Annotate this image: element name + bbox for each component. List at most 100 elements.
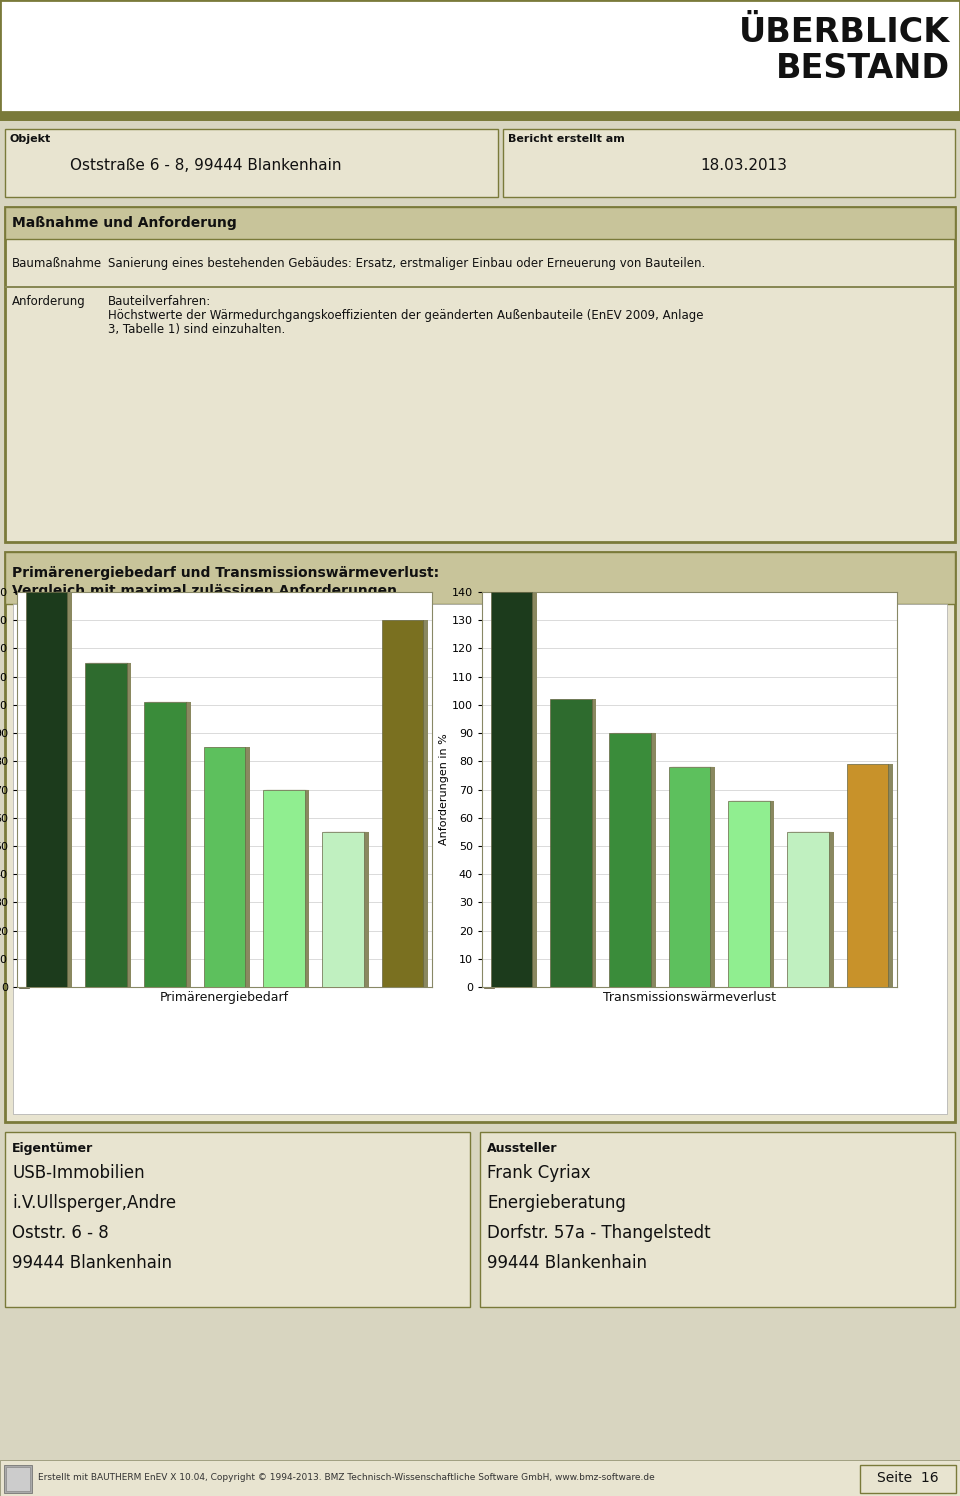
Bar — [0, 0, 960, 112]
Bar — [728, 800, 770, 987]
Bar — [669, 767, 710, 987]
Text: Dorfstr. 57a - Thangelstedt: Dorfstr. 57a - Thangelstedt — [487, 1224, 710, 1242]
Text: Frank Cyriax: Frank Cyriax — [487, 1164, 590, 1182]
Bar — [304, 790, 309, 987]
Bar — [591, 699, 596, 987]
Bar — [5, 552, 955, 1122]
Text: Baumaßnahme: Baumaßnahme — [12, 256, 102, 269]
Text: Primärenergiebedarf: Primärenergiebedarf — [160, 990, 289, 1004]
Text: Bericht erstellt am: Bericht erstellt am — [508, 135, 625, 144]
Text: Transmissionswärmeverlust: Transmissionswärmeverlust — [603, 990, 776, 1004]
Text: KfW-115 (= 102%): KfW-115 (= 102%) — [652, 926, 749, 936]
Bar — [5, 206, 955, 542]
Text: Vergleich mit maximal zulässigen Anforderungen: Vergleich mit maximal zulässigen Anforde… — [12, 583, 397, 598]
Text: KfW-55 (= 55%): KfW-55 (= 55%) — [652, 960, 735, 969]
Bar — [19, 944, 29, 954]
Bar — [174, 960, 184, 971]
Y-axis label: Anforderungen in %: Anforderungen in % — [439, 733, 449, 845]
Bar — [13, 604, 947, 1115]
Bar — [639, 960, 649, 971]
Text: KfW-100 (= 100%): KfW-100 (= 100%) — [32, 942, 129, 953]
Text: 3, Tabelle 1) sind einzuhalten.: 3, Tabelle 1) sind einzuhalten. — [108, 323, 285, 337]
Bar — [5, 129, 498, 197]
Bar — [423, 621, 428, 987]
Bar — [484, 928, 494, 936]
Text: Ist (= 79%): Ist (= 79%) — [497, 977, 556, 987]
Bar — [828, 832, 833, 987]
Text: Oststraße 6 - 8, 99444 Blankenhain: Oststraße 6 - 8, 99444 Blankenhain — [70, 157, 342, 172]
Bar — [67, 592, 72, 987]
Bar — [144, 702, 186, 987]
Text: Sanierung eines bestehenden Gebäudes: Ersatz, erstmaliger Einbau oder Erneuerung: Sanierung eines bestehenden Gebäudes: Er… — [108, 256, 706, 269]
Text: Energieberatung: Energieberatung — [487, 1194, 626, 1212]
Text: KfW-115 (= 115%): KfW-115 (= 115%) — [187, 926, 284, 936]
Text: i.V.Ullsperger,Andre: i.V.Ullsperger,Andre — [12, 1194, 176, 1212]
Bar — [174, 944, 184, 954]
Bar — [639, 944, 649, 954]
Bar — [610, 733, 651, 987]
Bar — [639, 928, 649, 936]
Text: Ist (=130%): Ist (=130%) — [32, 977, 94, 987]
Text: 99444 Blankenhain: 99444 Blankenhain — [487, 1254, 647, 1272]
Bar — [85, 663, 127, 987]
Bar — [770, 800, 775, 987]
Text: Erstellt mit BAUTHERM EnEV X 10.04, Copyright © 1994-2013. BMZ Technisch-Wissens: Erstellt mit BAUTHERM EnEV X 10.04, Copy… — [38, 1474, 655, 1483]
Bar — [491, 592, 533, 987]
Bar — [174, 928, 184, 936]
Text: Primärenergiebedarf und Transmissionswärmeverlust:: Primärenergiebedarf und Transmissionswär… — [12, 565, 439, 580]
Bar — [787, 832, 828, 987]
Bar — [26, 592, 67, 987]
Text: Anforderung: Anforderung — [12, 295, 85, 308]
Text: BESTAND: BESTAND — [776, 52, 950, 85]
Text: KfW-100 (= 90%): KfW-100 (= 90%) — [497, 942, 587, 953]
Bar — [503, 129, 955, 197]
Bar — [382, 621, 423, 987]
Bar — [484, 960, 494, 971]
Text: Eigentümer: Eigentümer — [12, 1141, 93, 1155]
Bar — [0, 1460, 960, 1496]
Bar — [4, 1465, 32, 1493]
Text: KfW-70 (= 70%): KfW-70 (= 70%) — [32, 960, 115, 969]
Text: Höchstwerte der Wärmedurchgangskoeffizienten der geänderten Außenbauteile (EnEV : Höchstwerte der Wärmedurchgangskoeffizie… — [108, 310, 704, 322]
Bar — [204, 747, 245, 987]
Text: KfW-85 (= 85%): KfW-85 (= 85%) — [187, 942, 271, 953]
Bar — [550, 699, 591, 987]
Bar — [245, 747, 250, 987]
Bar — [0, 112, 960, 121]
Text: USB-Immobilien: USB-Immobilien — [12, 1164, 145, 1182]
Bar — [710, 767, 715, 987]
Bar — [651, 733, 656, 987]
Bar — [19, 978, 29, 987]
Text: KfW-85 (= 78%): KfW-85 (= 78%) — [652, 942, 735, 953]
Text: Sanierung (= 140%): Sanierung (= 140%) — [32, 926, 138, 936]
Bar — [484, 944, 494, 954]
Bar — [480, 1132, 955, 1308]
Bar — [19, 960, 29, 971]
Text: Maßnahme und Anforderung: Maßnahme und Anforderung — [12, 215, 237, 230]
Text: KfW-70 (= 66%): KfW-70 (= 66%) — [497, 960, 581, 969]
Bar — [6, 1468, 30, 1492]
Text: Objekt: Objekt — [10, 135, 51, 144]
Bar — [5, 206, 955, 239]
Bar — [364, 832, 369, 987]
Text: Oststr. 6 - 8: Oststr. 6 - 8 — [12, 1224, 108, 1242]
Text: 99444 Blankenhain: 99444 Blankenhain — [12, 1254, 172, 1272]
Text: ÜBERBLICK: ÜBERBLICK — [739, 16, 950, 49]
Bar — [19, 928, 29, 936]
Bar — [847, 764, 888, 987]
Bar — [860, 1465, 956, 1493]
Bar — [484, 978, 494, 987]
Bar — [263, 790, 304, 987]
Bar — [5, 552, 955, 604]
Text: Bauteilverfahren:: Bauteilverfahren: — [108, 295, 211, 308]
Text: KfW-55 (= 55%): KfW-55 (= 55%) — [187, 960, 271, 969]
Bar — [5, 1132, 470, 1308]
Bar — [323, 832, 364, 987]
Bar — [888, 764, 893, 987]
Text: Aussteller: Aussteller — [487, 1141, 558, 1155]
Text: 18.03.2013: 18.03.2013 — [700, 157, 787, 172]
Bar — [533, 592, 538, 987]
Bar — [127, 663, 132, 987]
Text: Seite  16: Seite 16 — [877, 1471, 939, 1486]
Text: Sanierung (= 140%): Sanierung (= 140%) — [497, 926, 603, 936]
